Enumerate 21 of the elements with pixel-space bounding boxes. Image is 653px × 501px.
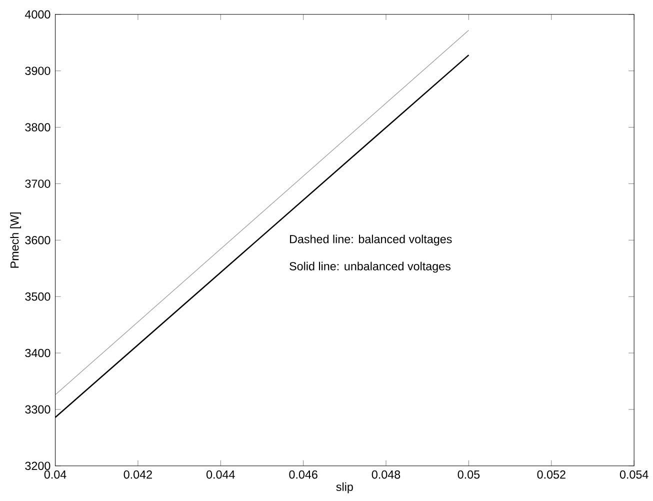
y-tick-label: 4000 <box>25 10 50 19</box>
x-tick-label: 0.052 <box>537 470 566 479</box>
y-tick-label: 3500 <box>25 292 50 301</box>
y-tick-label: 3700 <box>25 180 50 188</box>
y-tick-label: 3400 <box>25 349 50 358</box>
x-tick-label: 0.04 <box>44 470 66 479</box>
y-tick-label: 3200 <box>25 462 50 470</box>
annotation: Dashed line: balanced voltages <box>290 234 452 246</box>
y-tick-label: 3900 <box>25 66 50 76</box>
y-axis-title: Pmech [W] <box>10 212 22 268</box>
x-tick-label: 0.042 <box>124 470 152 479</box>
annotation: Solid line: unbalanced voltages <box>290 262 450 273</box>
y-tick-label: 3800 <box>25 123 50 132</box>
x-tick-label: 0.044 <box>206 470 235 479</box>
x-axis-title: slip <box>336 482 353 494</box>
y-tick-label: 3600 <box>25 236 50 245</box>
x-tick-label: 0.05 <box>458 470 480 479</box>
y-tick-label: 3300 <box>25 406 50 414</box>
x-tick-label: 0.046 <box>289 470 318 479</box>
x-tick-label: 0.054 <box>620 470 648 479</box>
x-tick-label: 0.048 <box>372 470 400 479</box>
